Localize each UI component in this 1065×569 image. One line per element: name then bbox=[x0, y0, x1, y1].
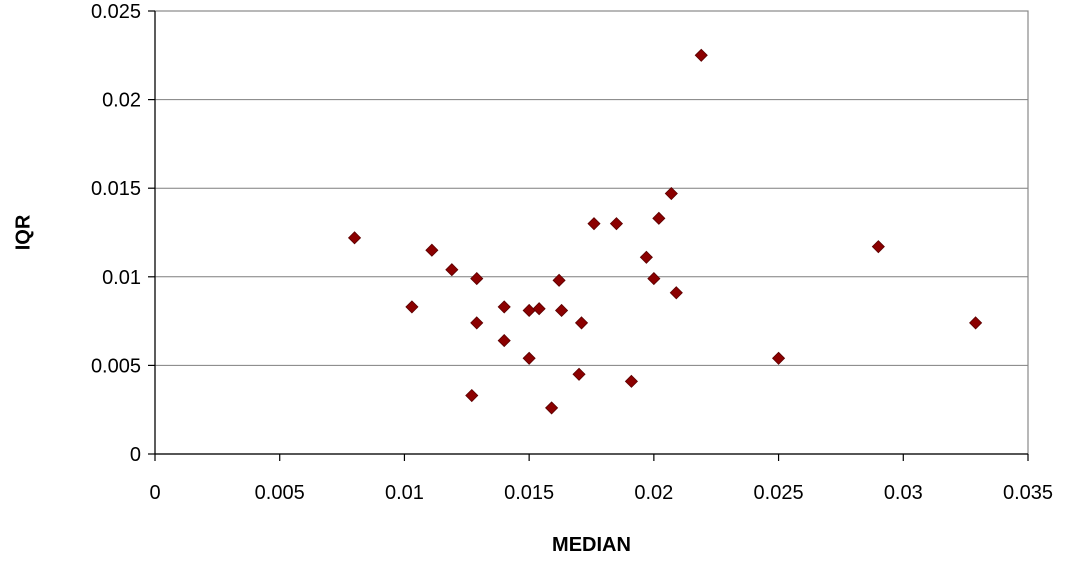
data-point bbox=[470, 272, 484, 286]
y-tick-label: 0.025 bbox=[91, 1, 141, 23]
data-point bbox=[552, 273, 566, 287]
data-point bbox=[425, 243, 439, 257]
data-point bbox=[497, 334, 511, 348]
data-point bbox=[647, 272, 661, 286]
data-point bbox=[470, 316, 484, 330]
y-tick-label: 0.01 bbox=[102, 267, 141, 289]
data-point bbox=[694, 48, 708, 62]
data-point bbox=[555, 303, 569, 318]
data-point bbox=[969, 316, 983, 330]
gridlines bbox=[155, 99, 1028, 366]
data-point bbox=[522, 351, 536, 365]
x-axis-title: MEDIAN bbox=[552, 534, 631, 556]
data-point bbox=[347, 231, 362, 245]
data-point bbox=[405, 300, 419, 314]
data-point bbox=[652, 211, 666, 225]
x-tick-label: 0.01 bbox=[385, 482, 424, 504]
plot-area bbox=[154, 10, 1029, 455]
data-point bbox=[545, 401, 559, 415]
y-axis-title: IQR bbox=[12, 214, 34, 250]
x-tick-label: 0.02 bbox=[634, 482, 673, 504]
data-points bbox=[347, 48, 983, 415]
x-tick-label: 0.015 bbox=[504, 482, 554, 504]
data-point bbox=[609, 217, 624, 231]
y-tick-label: 0.005 bbox=[91, 355, 141, 377]
data-point bbox=[574, 316, 589, 330]
y-tick-label: 0 bbox=[130, 444, 141, 466]
y-axis-ticks: 0 0.005 0.01 0.015 0.02 0.025 bbox=[91, 1, 155, 466]
data-point bbox=[624, 374, 638, 388]
y-tick-label: 0.02 bbox=[102, 90, 141, 112]
data-point bbox=[445, 263, 459, 277]
data-point bbox=[772, 351, 786, 365]
data-point bbox=[639, 250, 653, 264]
data-point bbox=[522, 303, 536, 318]
x-tick-label: 0.035 bbox=[1003, 482, 1053, 504]
x-axis-ticks: 0 0.005 0.01 0.015 0.02 0.025 0.03 0.035 bbox=[149, 454, 1053, 504]
data-point bbox=[497, 300, 511, 314]
data-point bbox=[587, 217, 601, 231]
axes bbox=[154, 11, 1028, 455]
x-tick-label: 0.005 bbox=[255, 482, 305, 504]
data-point bbox=[572, 367, 586, 381]
x-tick-label: 0.03 bbox=[884, 482, 923, 504]
data-point bbox=[664, 186, 678, 201]
data-point bbox=[669, 286, 683, 300]
x-tick-label: 0 bbox=[149, 482, 160, 504]
data-point bbox=[465, 388, 479, 403]
data-point bbox=[532, 302, 546, 316]
y-tick-label: 0.015 bbox=[91, 178, 141, 200]
data-point bbox=[871, 240, 885, 254]
x-tick-label: 0.025 bbox=[754, 482, 804, 504]
